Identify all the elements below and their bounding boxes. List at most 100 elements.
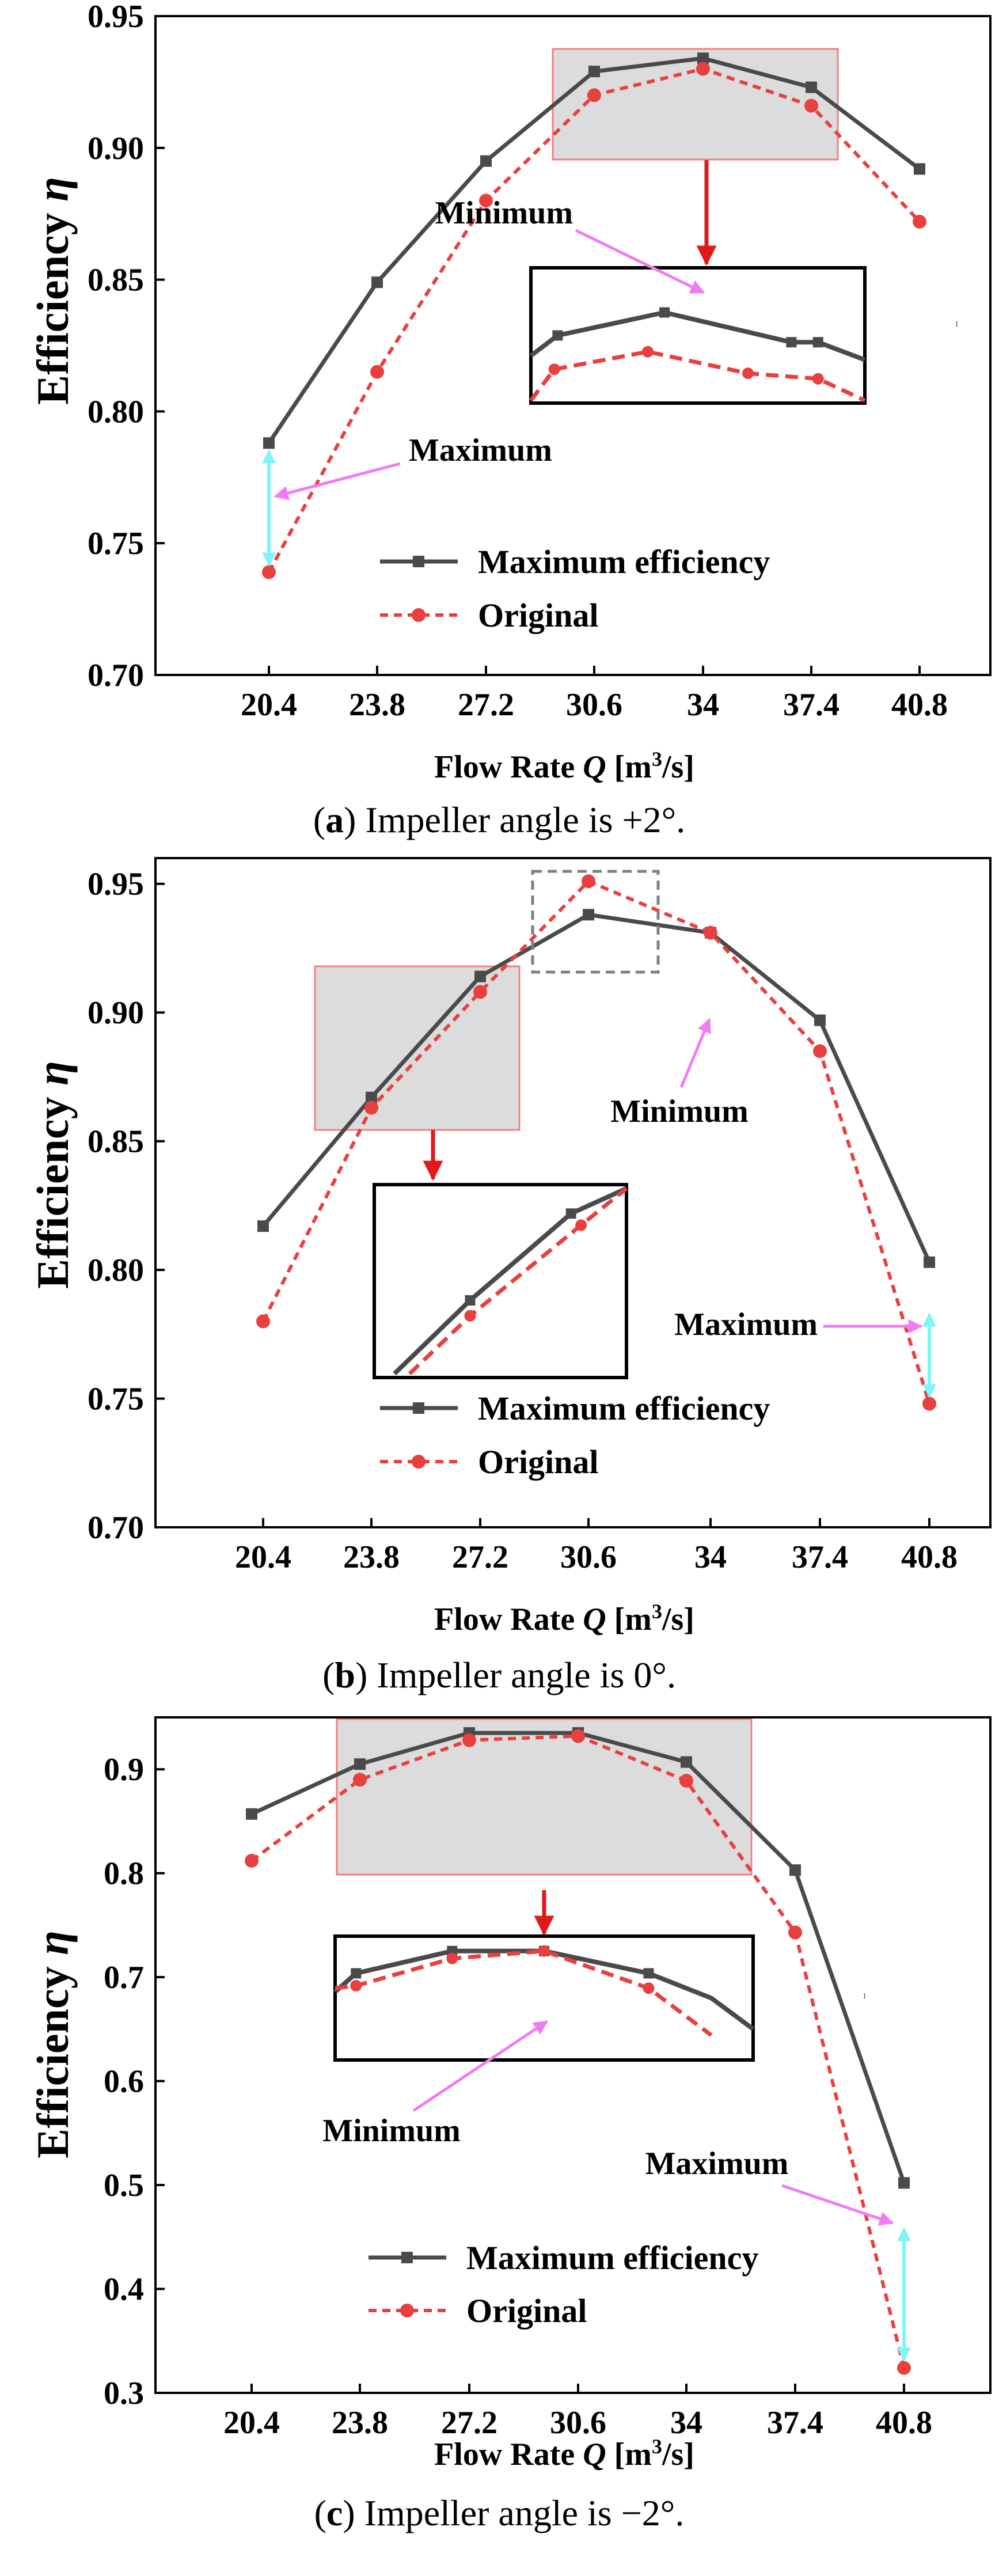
panel-a-x-tick-label: 27.2: [458, 687, 514, 723]
panel-a-axes-box: [154, 15, 992, 676]
panel-a-inset-marker-original: [548, 363, 560, 375]
panel-a-x-tick-label: 37.4: [783, 687, 840, 723]
panel-a-x-tick-label: 40.8: [891, 687, 948, 723]
panel-b-x-tick-label: 37.4: [792, 1539, 848, 1575]
panel-a-point-original: [587, 88, 601, 103]
panel-a-point-maximum-efficiency: [371, 276, 383, 289]
panel-a-maximum-arrow: [274, 462, 401, 500]
panel-c-point-original: [571, 1729, 585, 1743]
panel-c-inset-original-line: [335, 1949, 713, 2037]
panel-a-point-original: [804, 98, 818, 113]
panel-c-maximum-label: Maximum: [645, 2146, 789, 2182]
panel-b-y-axis-label: Efficiency η: [28, 1061, 78, 1289]
panel-c-x-tick-label: 23.8: [332, 2405, 388, 2441]
legend-marker-maximum-efficiency: [413, 1402, 424, 1414]
panel-a-inset-original-line: [529, 350, 866, 403]
legend-marker-original: [412, 608, 426, 622]
panel-b-point-original: [582, 874, 595, 889]
panel-a-point-maximum-efficiency: [480, 155, 492, 167]
panel-b-dashed-highlight: [531, 870, 660, 974]
panel-a-minimum-arrow: [575, 229, 705, 294]
panel-c-x-tick-label: 40.8: [876, 2405, 932, 2441]
panel-a-x-tick-label: 34: [687, 687, 719, 723]
panel-a-inset-marker-original: [812, 373, 824, 385]
panel-a: 0.70 0.75 0.80 0.85 0.90 0.95 20.4 23.8 27.2 30.6…: [28, 0, 992, 840]
panel-a-small-mark: 1: [955, 320, 959, 329]
panel-b-inset-frame: [373, 1183, 628, 1379]
panel-a-x-axis-label: Flow Rate Q [m3/s]: [434, 748, 694, 785]
panel-b-y-tick-label: 0.85: [88, 1124, 144, 1160]
panel-c-point-original: [679, 1774, 693, 1788]
panel-b-x-axis-label: Flow Rate Q [m3/s]: [434, 1600, 694, 1637]
panel-b-maximum-label: Maximum: [674, 1307, 818, 1342]
panel-b-minimum-label: Minimum: [610, 1094, 749, 1129]
panel-c-zoom-region: [336, 1718, 753, 1876]
panel-a-point-original: [479, 194, 493, 208]
panel-b-y-tick-label: 0.75: [88, 1382, 144, 1417]
panel-c-inset-marker-original: [350, 1980, 362, 1991]
panel-c-point-maximum-efficiency: [789, 1864, 801, 1876]
panel-a-inset-marker-maximum-efficiency: [659, 307, 670, 318]
legend-marker-original: [412, 1455, 426, 1469]
panel-b-point-original: [922, 1397, 936, 1411]
panel-a-x-tick-label: 23.8: [349, 687, 405, 723]
panel-c-point-maximum-efficiency: [681, 1756, 692, 1768]
panel-c-x-tick-label: 34: [670, 2405, 702, 2441]
panel-b-x-tick-label: 40.8: [901, 1539, 958, 1575]
panel-a-x-tick-label: 20.4: [241, 687, 297, 723]
panel-c-point-original: [245, 1854, 259, 1868]
panel-c-x-axis-label: Flow Rate Q [m3/s]: [434, 2435, 694, 2472]
legend-label-maximum-efficiency: Maximum efficiency: [466, 2239, 758, 2277]
legend-label-original: Original: [478, 597, 598, 634]
panel-b-inset-original-line: [408, 1186, 628, 1375]
panel-a-caption: (a) Impeller angle is +2°.: [313, 799, 685, 840]
panel-c-x-tick-label: 30.6: [550, 2405, 606, 2441]
panel-b-point-maximum-efficiency: [583, 909, 594, 921]
panel-c-inset: [333, 1934, 755, 2062]
panel-b-point-original: [364, 1101, 378, 1115]
panel-c-minimum-arrow: [412, 2020, 549, 2112]
panel-c-inset-marker-maximum-efficiency: [643, 1968, 654, 1979]
panel-a-x-tick-label: 30.6: [566, 687, 622, 723]
panel-b-inset-marker-original: [575, 1219, 587, 1231]
panel-b-point-original: [256, 1314, 270, 1329]
panel-a-plot-frame: [154, 15, 992, 676]
panel-a-point-original: [370, 365, 384, 379]
panel-a-y-axis-label: Efficiency η: [28, 177, 78, 405]
panel-a-point-maximum-efficiency: [914, 163, 925, 175]
panel-a-inset-marker-original: [742, 367, 754, 380]
panel-b-minimum-arrow: [679, 1018, 711, 1088]
panel-c-y-tick-label: 0.7: [104, 1960, 144, 1995]
panel-c: 0.3 0.4 0.5 0.6 0.7 0.8 0.9 20.4 23.8 27.2 30.6 34 3…: [28, 1716, 992, 2533]
panel-c-y-axis-label: Efficiency η: [28, 1930, 78, 2158]
panel-b-point-maximum-efficiency: [366, 1091, 377, 1103]
panel-a-inset: [529, 266, 867, 405]
panel-c-x-tick-label: 27.2: [441, 2405, 497, 2441]
panel-b-inset-maximum-efficiency-line: [393, 1186, 628, 1376]
panel-b-x-tick-label: 30.6: [560, 1539, 617, 1575]
panel-b-inset-marker-maximum-efficiency: [465, 1295, 476, 1306]
panel-c-x-tick-label: 37.4: [767, 2405, 823, 2441]
legend-label-original: Original: [466, 2292, 587, 2330]
panel-a-y-tick-label: 0.80: [88, 394, 144, 430]
panel-a-y-tick-label: 0.70: [88, 658, 144, 693]
panel-a-point-original: [262, 565, 276, 579]
panel-c-inset-marker-original: [446, 1952, 458, 1964]
panel-b-axes-box: [154, 857, 992, 1528]
panel-c-y-tick-label: 0.5: [104, 2168, 144, 2203]
panel-a-point-maximum-efficiency: [697, 52, 709, 65]
panel-a-y-tick-label: 0.75: [88, 526, 144, 562]
panel-b: 0.70 0.75 0.80 0.85 0.90 0.95 20.4 23.8 27.2 30.6…: [28, 857, 992, 1695]
panel-b-plot-frame: [154, 857, 992, 1528]
panel-c-y-tick-label: 0.4: [104, 2272, 144, 2308]
legend-marker-original: [400, 2304, 414, 2317]
panel-b-point-maximum-efficiency: [924, 1256, 935, 1268]
panel-c-y-tick-label: 0.6: [104, 2064, 144, 2100]
panel-b-y-tick-label: 0.95: [88, 867, 144, 902]
panel-b-y-tick-label: 0.90: [88, 995, 144, 1031]
panel-a-inset-marker-original: [642, 346, 654, 358]
panel-b-y-tick-label: 0.80: [88, 1253, 144, 1288]
panel-b-point-maximum-efficiency: [474, 970, 486, 982]
panel-b-inset-marker-maximum-efficiency: [565, 1208, 576, 1219]
